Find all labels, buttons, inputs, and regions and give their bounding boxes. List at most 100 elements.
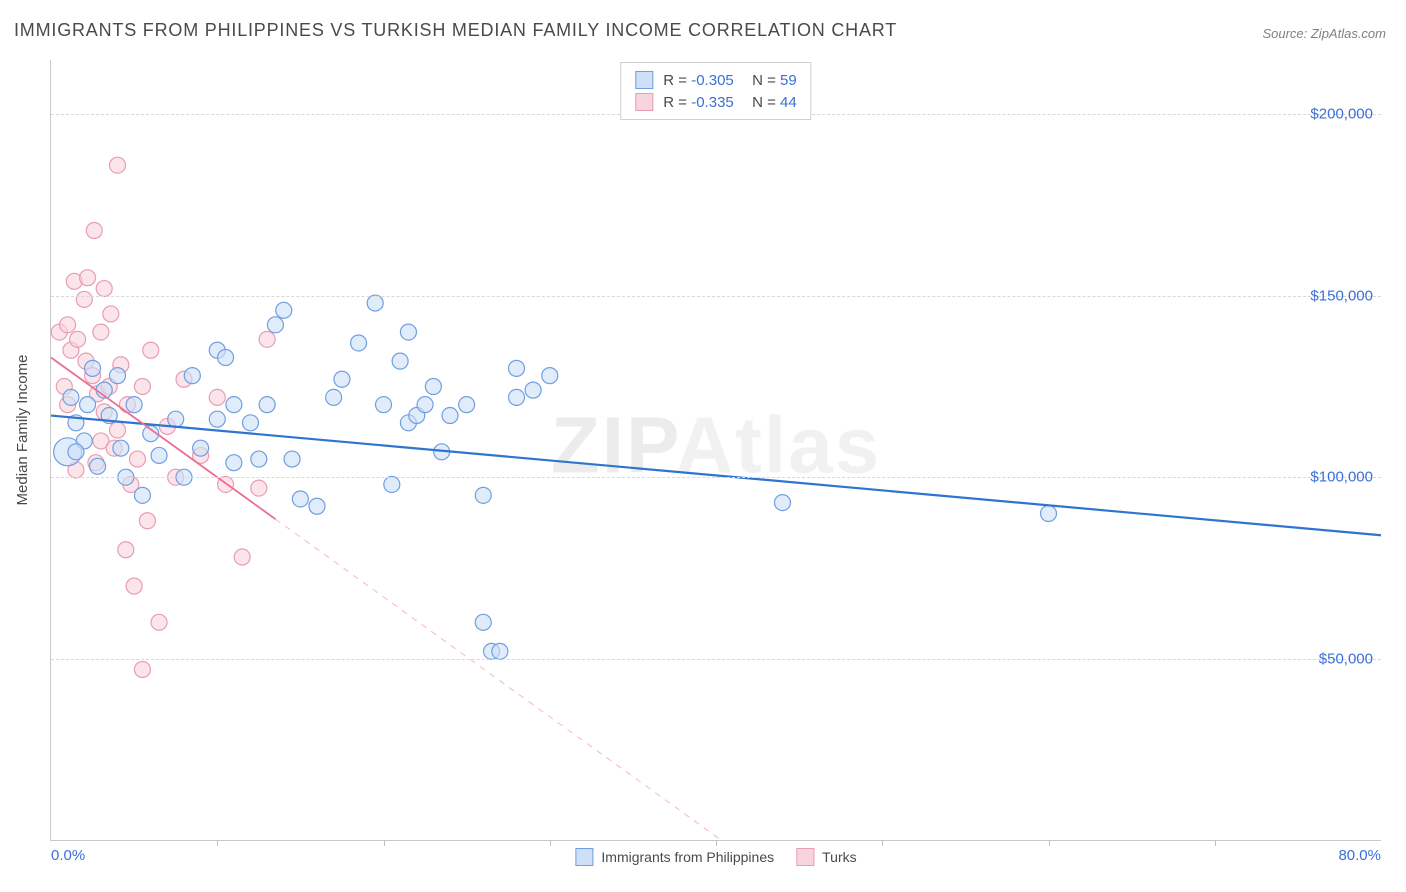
scatter-point [96,281,112,297]
scatter-point [351,335,367,351]
scatter-point [284,451,300,467]
scatter-point [134,379,150,395]
scatter-point [259,331,275,347]
scatter-point [392,353,408,369]
x-axis-tick [550,840,551,846]
scatter-point [134,487,150,503]
scatter-point [209,411,225,427]
scatter-point [542,368,558,384]
scatter-point [139,513,155,529]
scatter-point [334,371,350,387]
chart-svg-layer [51,60,1381,840]
scatter-point [76,291,92,307]
x-axis-tick [1049,840,1050,846]
legend-stat-row: R = -0.335 N = 44 [635,91,796,113]
scatter-point [129,451,145,467]
scatter-point [251,451,267,467]
scatter-point [326,389,342,405]
legend-n: N = 59 [744,72,797,89]
legend-swatch [575,848,593,866]
scatter-point [113,440,129,456]
scatter-point [85,360,101,376]
scatter-point [70,331,86,347]
scatter-point [459,397,475,413]
scatter-point [276,302,292,318]
scatter-point [425,379,441,395]
scatter-point [417,397,433,413]
scatter-point [259,397,275,413]
gridline [51,477,1381,478]
legend-r: R = -0.335 [663,94,733,111]
scatter-point [509,389,525,405]
chart-title: IMMIGRANTS FROM PHILIPPINES VS TURKISH M… [14,20,897,41]
scatter-point [86,223,102,239]
scatter-point [226,455,242,471]
legend-series: Immigrants from Philippines Turks [575,848,856,866]
y-axis-label: $50,000 [1319,650,1373,667]
scatter-point [184,368,200,384]
scatter-point [367,295,383,311]
scatter-point [118,542,134,558]
trend-line [51,416,1381,536]
scatter-point [110,422,126,438]
source-prefix: Source: [1262,26,1310,41]
scatter-point [1041,505,1057,521]
scatter-point [151,447,167,463]
legend-r: R = -0.305 [663,72,733,89]
scatter-point [218,349,234,365]
scatter-point [234,549,250,565]
y-axis-label: $100,000 [1310,469,1373,486]
legend-item: Immigrants from Philippines [575,848,774,866]
x-axis-tick [716,840,717,846]
x-axis-tick [217,840,218,846]
scatter-point [90,458,106,474]
y-axis-label: $200,000 [1310,106,1373,123]
scatter-point [126,578,142,594]
source-name: ZipAtlas.com [1311,26,1386,41]
legend-stat-row: R = -0.305 N = 59 [635,69,796,91]
legend-swatch [796,848,814,866]
scatter-point [775,495,791,511]
scatter-point [193,440,209,456]
scatter-point [384,476,400,492]
scatter-point [110,368,126,384]
x-axis-label: 0.0% [51,847,85,864]
gridline [51,659,1381,660]
scatter-point [68,444,84,460]
scatter-point [134,661,150,677]
scatter-point [292,491,308,507]
scatter-point [143,342,159,358]
x-axis-tick [882,840,883,846]
scatter-point [110,157,126,173]
scatter-point [151,614,167,630]
scatter-point [492,643,508,659]
scatter-point [376,397,392,413]
scatter-point [475,614,491,630]
legend-label: Turks [822,849,856,865]
scatter-point [442,408,458,424]
scatter-point [309,498,325,514]
plot-area: ZIPAtlas R = -0.305 N = 59R = -0.335 N =… [50,60,1381,841]
chart-container: IMMIGRANTS FROM PHILIPPINES VS TURKISH M… [0,0,1406,892]
gridline [51,296,1381,297]
legend-item: Turks [796,848,856,866]
scatter-point [63,389,79,405]
scatter-point [243,415,259,431]
legend-n: N = 44 [744,94,797,111]
scatter-point [251,480,267,496]
legend-swatch [635,93,653,111]
legend-stats: R = -0.305 N = 59R = -0.335 N = 44 [620,62,811,120]
y-axis-title: Median Family Income [14,355,31,506]
x-axis-tick [1215,840,1216,846]
scatter-point [126,397,142,413]
scatter-point [400,324,416,340]
legend-swatch [635,71,653,89]
scatter-point [267,317,283,333]
scatter-point [103,306,119,322]
x-axis-tick [384,840,385,846]
legend-label: Immigrants from Philippines [601,849,774,865]
scatter-point [60,317,76,333]
scatter-point [168,411,184,427]
scatter-point [80,397,96,413]
y-axis-label: $150,000 [1310,287,1373,304]
